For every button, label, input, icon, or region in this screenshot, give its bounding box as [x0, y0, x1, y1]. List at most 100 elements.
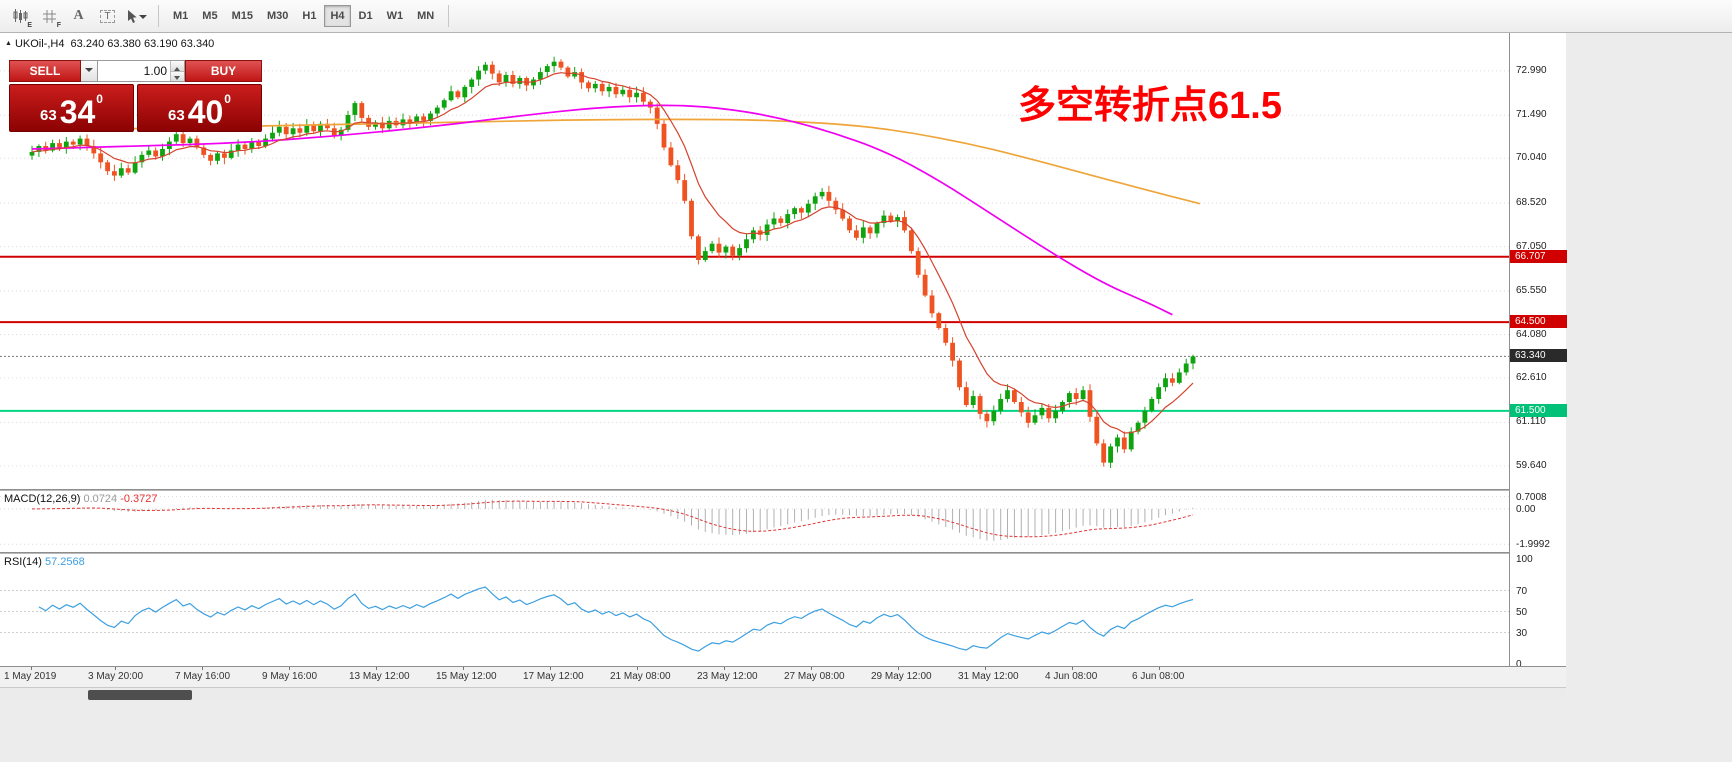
time-tick: [724, 667, 725, 670]
order-type-dropdown-button[interactable]: [81, 60, 98, 82]
time-axis-label: 1 May 2019: [4, 671, 57, 682]
time-tick: [376, 667, 377, 670]
rsi-axis-label: 50: [1516, 607, 1528, 618]
ask-price-small: 63: [168, 107, 185, 124]
price-axis-label: 72.990: [1516, 65, 1547, 76]
macd-pane[interactable]: MACD(12,26,9) 0.0724 -0.3727: [0, 491, 1509, 552]
price-axis[interactable]: 72.990 71.490 70.040 68.520 67.050 65.550 64.0…: [1509, 33, 1567, 670]
price-axis-label: 71.490: [1516, 109, 1547, 120]
text-box-icon[interactable]: T: [94, 4, 121, 29]
bid-price-big: 34: [59, 93, 96, 130]
macd-label: MACD(12,26,9) 0.0724 -0.3727: [4, 493, 158, 505]
timeframe-m1-button[interactable]: M1: [173, 10, 189, 22]
bid-price-sup: 0: [96, 92, 103, 106]
price-chart-pane[interactable]: ▲ UKOil-,H4 63.240 63.380 63.190 63.340 多…: [0, 33, 1509, 489]
time-axis[interactable]: 1 May 2019 3 May 20:00 7 May 16:00 9 May 16…: [0, 666, 1566, 687]
time-tick: [31, 667, 32, 670]
time-axis-label: 29 May 12:00: [871, 671, 932, 682]
time-axis-label: 23 May 12:00: [697, 671, 758, 682]
rsi-label: RSI(14) 57.2568: [4, 556, 85, 568]
timeframe-m5-button[interactable]: M5: [202, 10, 218, 22]
text-annotation-icon[interactable]: A: [73, 8, 84, 23]
volume-decrease-button[interactable]: [171, 71, 184, 81]
timeframe-m30-button[interactable]: M30: [266, 10, 289, 22]
toolbar-separator: [448, 5, 450, 27]
timeframe-h1-button[interactable]: H1: [302, 10, 317, 22]
macd-title: MACD(12,26,9): [4, 493, 81, 505]
price-axis-label: 67.050: [1516, 241, 1547, 252]
pane-splitter[interactable]: [0, 552, 1566, 554]
time-tick: [1159, 667, 1160, 670]
time-axis-label: 3 May 20:00: [88, 671, 144, 682]
chevron-down-icon: [85, 68, 93, 76]
ask-price-box[interactable]: 63 40 0: [137, 84, 262, 132]
timeframe-m15-button[interactable]: M15: [231, 10, 253, 22]
bid-price-small: 63: [40, 107, 57, 124]
bid-price-box[interactable]: 63 34 0: [9, 84, 134, 132]
time-tick: [550, 667, 551, 670]
volume-field-wrap: [98, 60, 185, 82]
rsi-title: RSI(14): [4, 556, 42, 568]
timeframe-h4-button[interactable]: H4: [324, 5, 351, 27]
rsi-axis-label: 100: [1516, 554, 1533, 565]
timeframe-w1-button[interactable]: W1: [386, 10, 404, 22]
price-axis-label: 70.040: [1516, 152, 1547, 163]
buy-button[interactable]: BUY: [185, 60, 262, 82]
time-axis-label: 7 May 16:00: [175, 671, 231, 682]
time-tick: [811, 667, 812, 670]
time-axis-label: 4 Jun 08:00: [1045, 671, 1098, 682]
time-tick: [1072, 667, 1073, 670]
volume-input[interactable]: [98, 61, 184, 81]
rsi-axis-label: 70: [1516, 586, 1528, 597]
rsi-axis-label: 30: [1516, 628, 1528, 639]
time-axis-label: 27 May 08:00: [784, 671, 845, 682]
price-axis-label: 61.110: [1516, 416, 1546, 427]
sell-button[interactable]: SELL: [9, 60, 81, 82]
rsi-pane[interactable]: RSI(14) 57.2568: [0, 554, 1509, 666]
price-axis-label: 62.610: [1516, 372, 1547, 383]
candlestick-chart[interactable]: [0, 33, 1509, 489]
rsi-value: 57.2568: [44, 556, 85, 568]
scrollbar-thumb[interactable]: [88, 690, 192, 700]
pane-splitter[interactable]: [0, 489, 1566, 491]
macd-axis-label: 0.00: [1516, 504, 1536, 515]
rsi-chart[interactable]: [0, 554, 1509, 666]
timeframe-d1-button[interactable]: D1: [358, 10, 373, 22]
time-tick: [289, 667, 290, 670]
macd-main-value: 0.0724: [83, 493, 118, 505]
price-badge: 66.707: [1510, 250, 1567, 263]
time-axis-label: 31 May 12:00: [958, 671, 1019, 682]
chart-mode-icon[interactable]: E: [7, 4, 34, 29]
timeframe-mn-button[interactable]: MN: [417, 10, 435, 22]
grid-toggle-icon[interactable]: F: [36, 4, 63, 29]
symbol-ohlc-text: UKOil-,H4 63.240 63.380 63.190 63.340: [14, 38, 215, 50]
macd-chart[interactable]: [0, 491, 1509, 552]
timeframe-group: M1 M5 M15 M30 H1 H4 D1 W1 MN: [166, 5, 441, 27]
horizontal-scrollbar[interactable]: [0, 687, 1566, 702]
time-axis-label: 13 May 12:00: [349, 671, 410, 682]
time-tick: [115, 667, 116, 670]
time-axis-label: 17 May 12:00: [523, 671, 584, 682]
macd-axis-label: -1.9992: [1516, 539, 1550, 550]
collapse-triangle-icon: ▲: [5, 40, 12, 47]
price-axis-label: 59.640: [1516, 460, 1547, 471]
cursor-tool-icon[interactable]: [123, 4, 150, 29]
volume-increase-button[interactable]: [171, 61, 184, 72]
time-tick: [637, 667, 638, 670]
volume-spinner: [170, 61, 184, 81]
time-tick: [985, 667, 986, 670]
ask-price-sup: 0: [224, 92, 231, 106]
time-axis-label: 21 May 08:00: [610, 671, 671, 682]
price-axis-label: 68.520: [1516, 197, 1547, 208]
price-badge: 61.500: [1510, 404, 1567, 417]
time-tick: [463, 667, 464, 670]
time-axis-label: 6 Jun 08:00: [1132, 671, 1185, 682]
macd-signal-value: -0.3727: [120, 493, 158, 505]
time-tick: [898, 667, 899, 670]
price-badge: 63.340: [1510, 349, 1567, 362]
chart-annotation-text: 多空转折点61.5: [1018, 85, 1282, 127]
price-axis-label: 65.550: [1516, 285, 1547, 296]
